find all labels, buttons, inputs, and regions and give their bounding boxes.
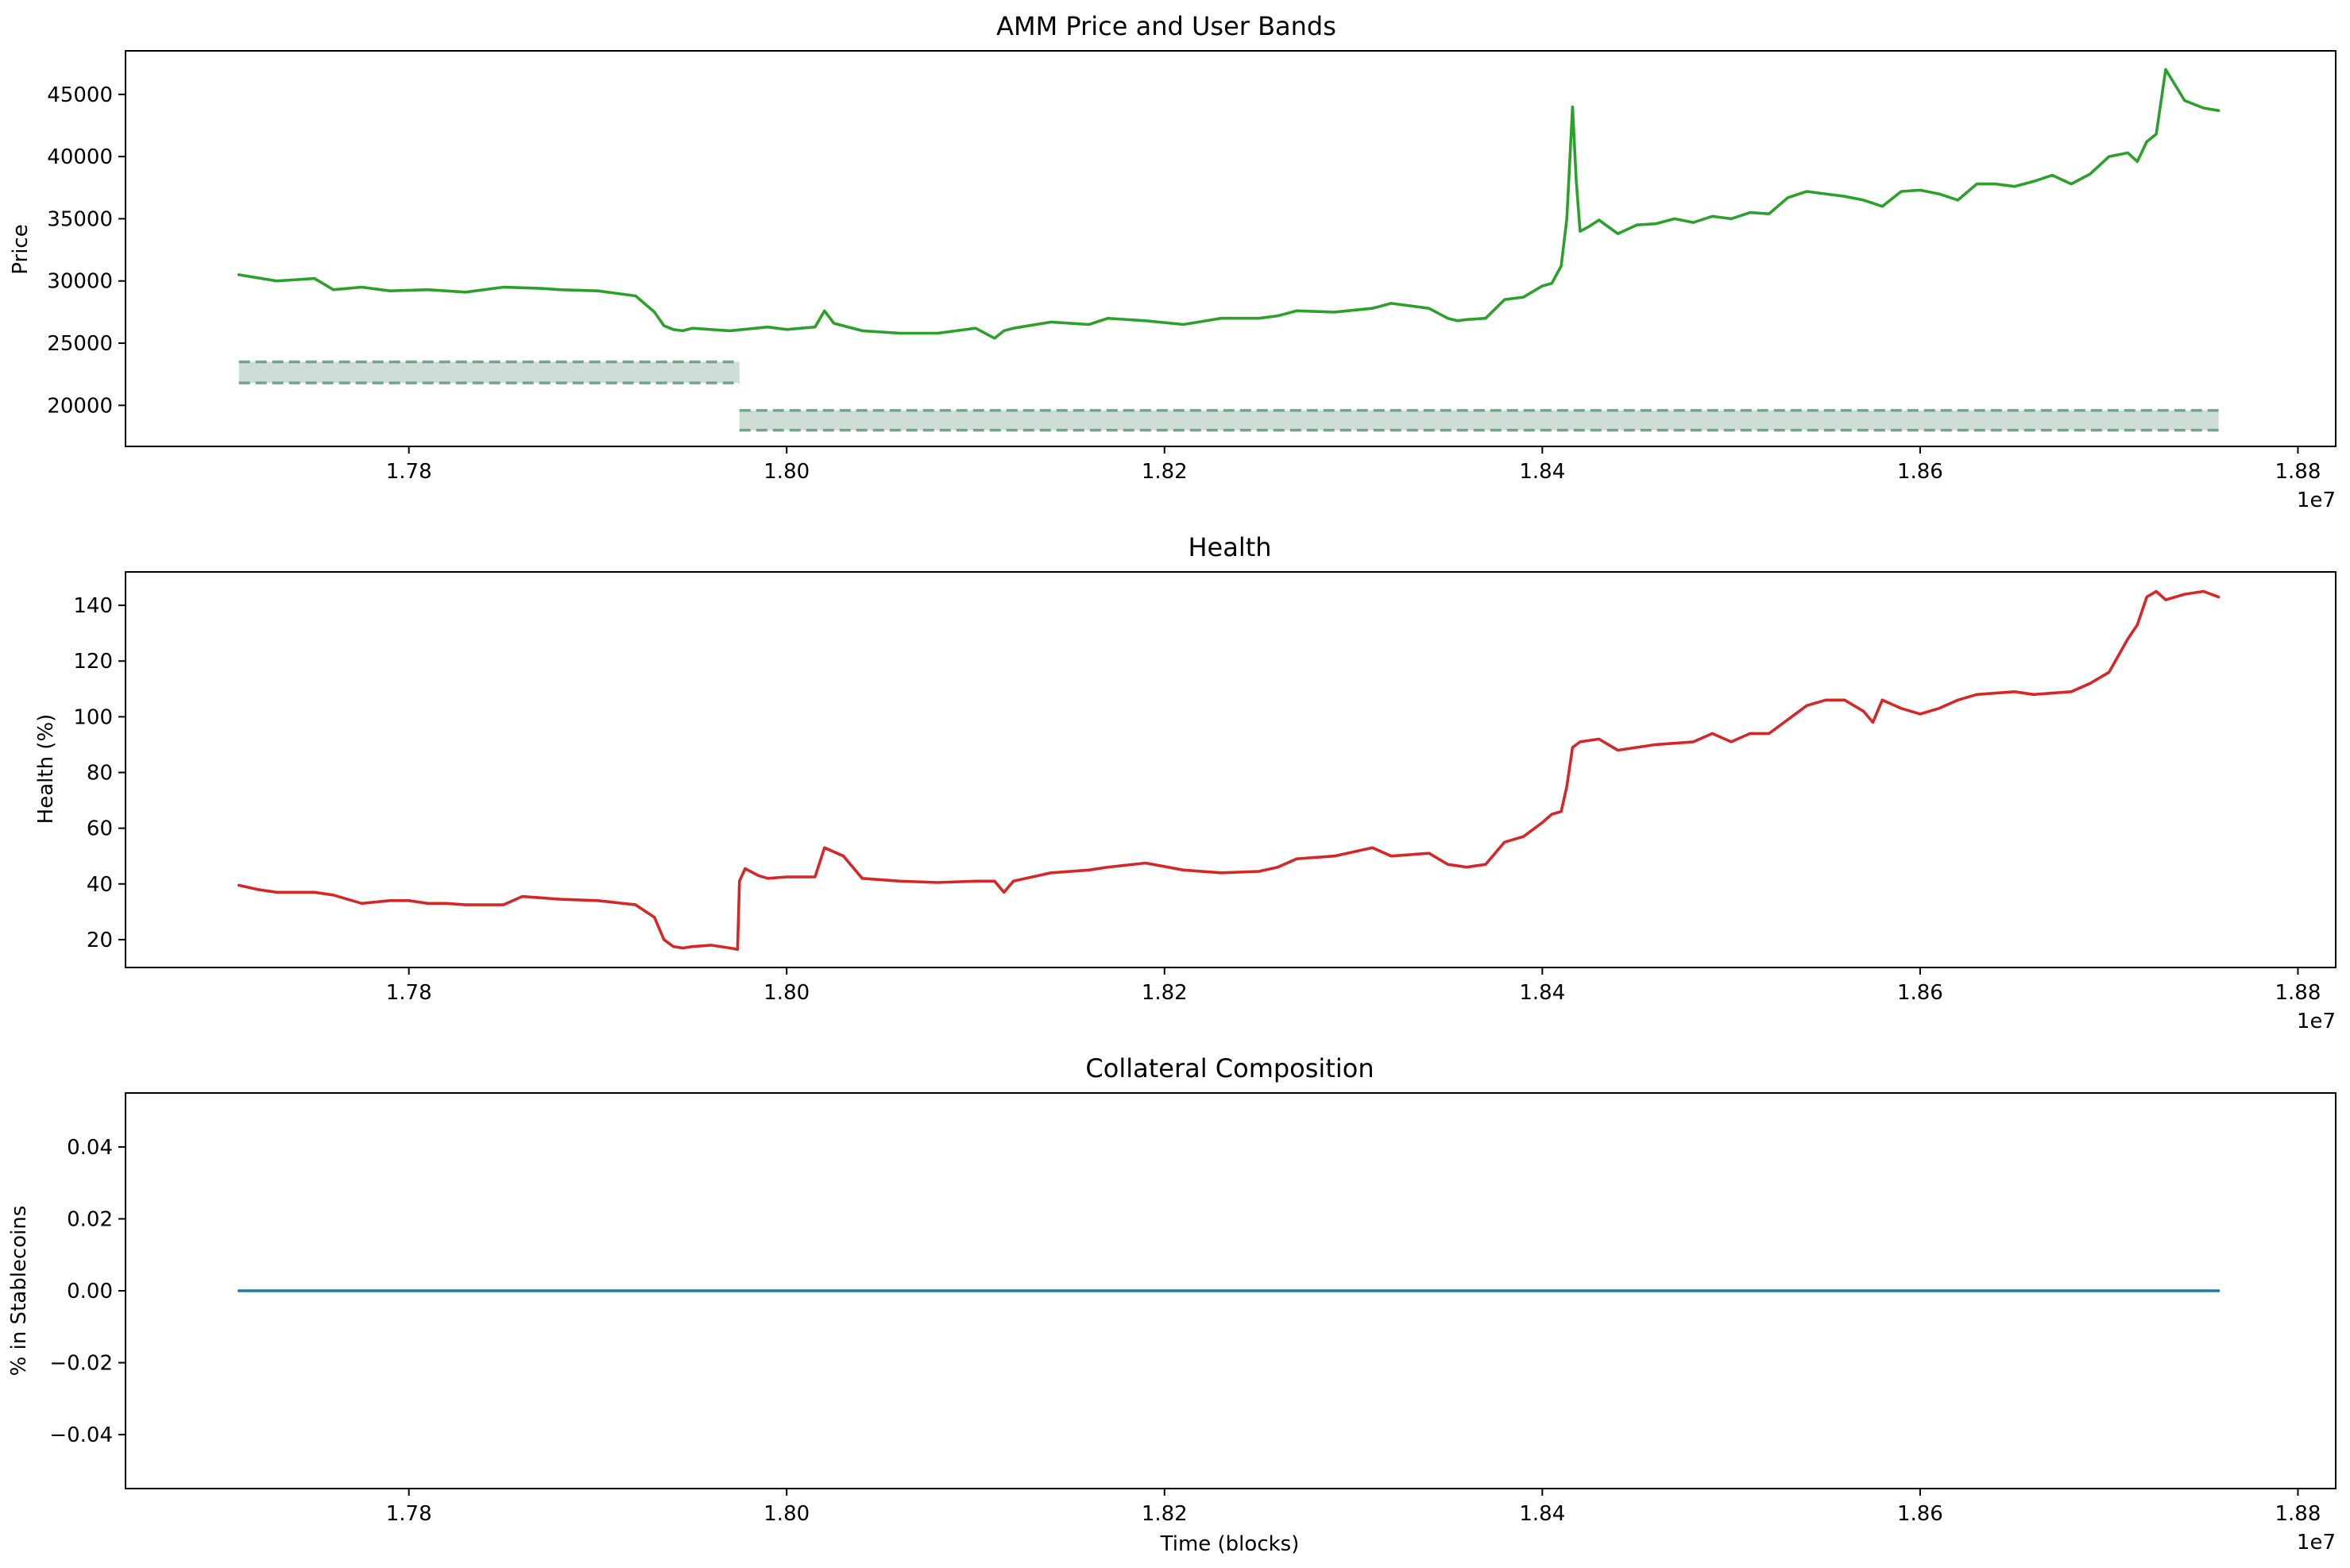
price-y-tick-label: 20000	[47, 394, 113, 418]
price-x-tick-label: 1.78	[386, 460, 432, 484]
collateral-x-tick-label: 1.88	[2275, 1502, 2321, 1526]
health-x-tick-label: 1.80	[763, 981, 810, 1005]
price-panel: AMM Price and User Bands Price 1e7 1.78 1…	[9, 11, 2336, 512]
health-axes-frame	[125, 571, 2336, 968]
collateral-x-tick-label: 1.82	[1142, 1502, 1188, 1526]
health-y-tick-label: 60	[87, 817, 113, 841]
collateral-x-tick-label: 1.84	[1519, 1502, 1565, 1526]
price-panel-x-offset: 1e7	[2297, 489, 2336, 512]
collateral-y-tick-label: 0.04	[67, 1136, 113, 1160]
health-panel-x-offset: 1e7	[2297, 1010, 2336, 1033]
health-y-tick-label: 40	[87, 873, 113, 897]
price-x-tick-label: 1.80	[763, 460, 810, 484]
health-y-tick-label: 140	[73, 594, 113, 618]
price-y-tick-label: 35000	[47, 207, 113, 231]
health-panel: Health Health (%) 1e7 1.78 1.80 1.82 1.84 1.…	[34, 532, 2336, 1033]
price-band-0	[238, 361, 740, 384]
health-x-tick-label: 1.82	[1142, 981, 1188, 1005]
health-y-tick-label: 100	[73, 705, 113, 729]
price-x-tick-label: 1.82	[1142, 460, 1188, 484]
health-y-tick-label: 120	[73, 650, 113, 674]
collateral-panel-xlabel: Time (blocks)	[1160, 1532, 1300, 1556]
price-x-tick-label: 1.86	[1897, 460, 1943, 484]
collateral-panel-x-offset: 1e7	[2297, 1531, 2336, 1554]
collateral-x-tick-label: 1.80	[763, 1502, 810, 1526]
price-panel-title: AMM Price and User Bands	[996, 11, 1336, 41]
collateral-x-tick-label: 1.78	[386, 1502, 432, 1526]
collateral-y-tick-label: 0.00	[67, 1280, 113, 1303]
health-x-tick-label: 1.86	[1897, 981, 1943, 1005]
collateral-panel-title: Collateral Composition	[1085, 1053, 1374, 1083]
health-series-line-0	[237, 589, 2221, 951]
health-y-tick-label: 20	[87, 929, 113, 952]
price-series-line-0	[237, 68, 2221, 340]
collateral-y-tick-label: 0.02	[67, 1207, 113, 1231]
health-x-tick-label: 1.84	[1519, 981, 1565, 1005]
price-y-tick-label: 30000	[47, 270, 113, 294]
collateral-x-tick-label: 1.86	[1897, 1502, 1943, 1526]
collateral-y-tick-label: −0.02	[49, 1352, 113, 1376]
health-panel-title: Health	[1188, 532, 1271, 562]
price-x-tick-label: 1.88	[2275, 460, 2321, 484]
price-y-tick-label: 45000	[47, 83, 113, 107]
price-axes-frame	[125, 50, 2336, 447]
price-y-tick-label: 25000	[47, 332, 113, 356]
price-y-tick-label: 40000	[47, 145, 113, 169]
health-panel-ylabel: Health (%)	[34, 714, 58, 825]
health-y-tick-label: 80	[87, 762, 113, 786]
price-panel-ylabel: Price	[9, 224, 33, 274]
price-x-tick-label: 1.84	[1519, 460, 1565, 484]
price-band-1	[739, 410, 2219, 431]
collateral-panel: Collateral Composition % in Stablecoins …	[7, 1053, 2336, 1556]
collateral-panel-ylabel: % in Stablecoins	[7, 1206, 31, 1377]
health-x-tick-label: 1.78	[386, 981, 432, 1005]
collateral-y-tick-label: −0.04	[49, 1423, 113, 1447]
health-x-tick-label: 1.88	[2275, 981, 2321, 1005]
